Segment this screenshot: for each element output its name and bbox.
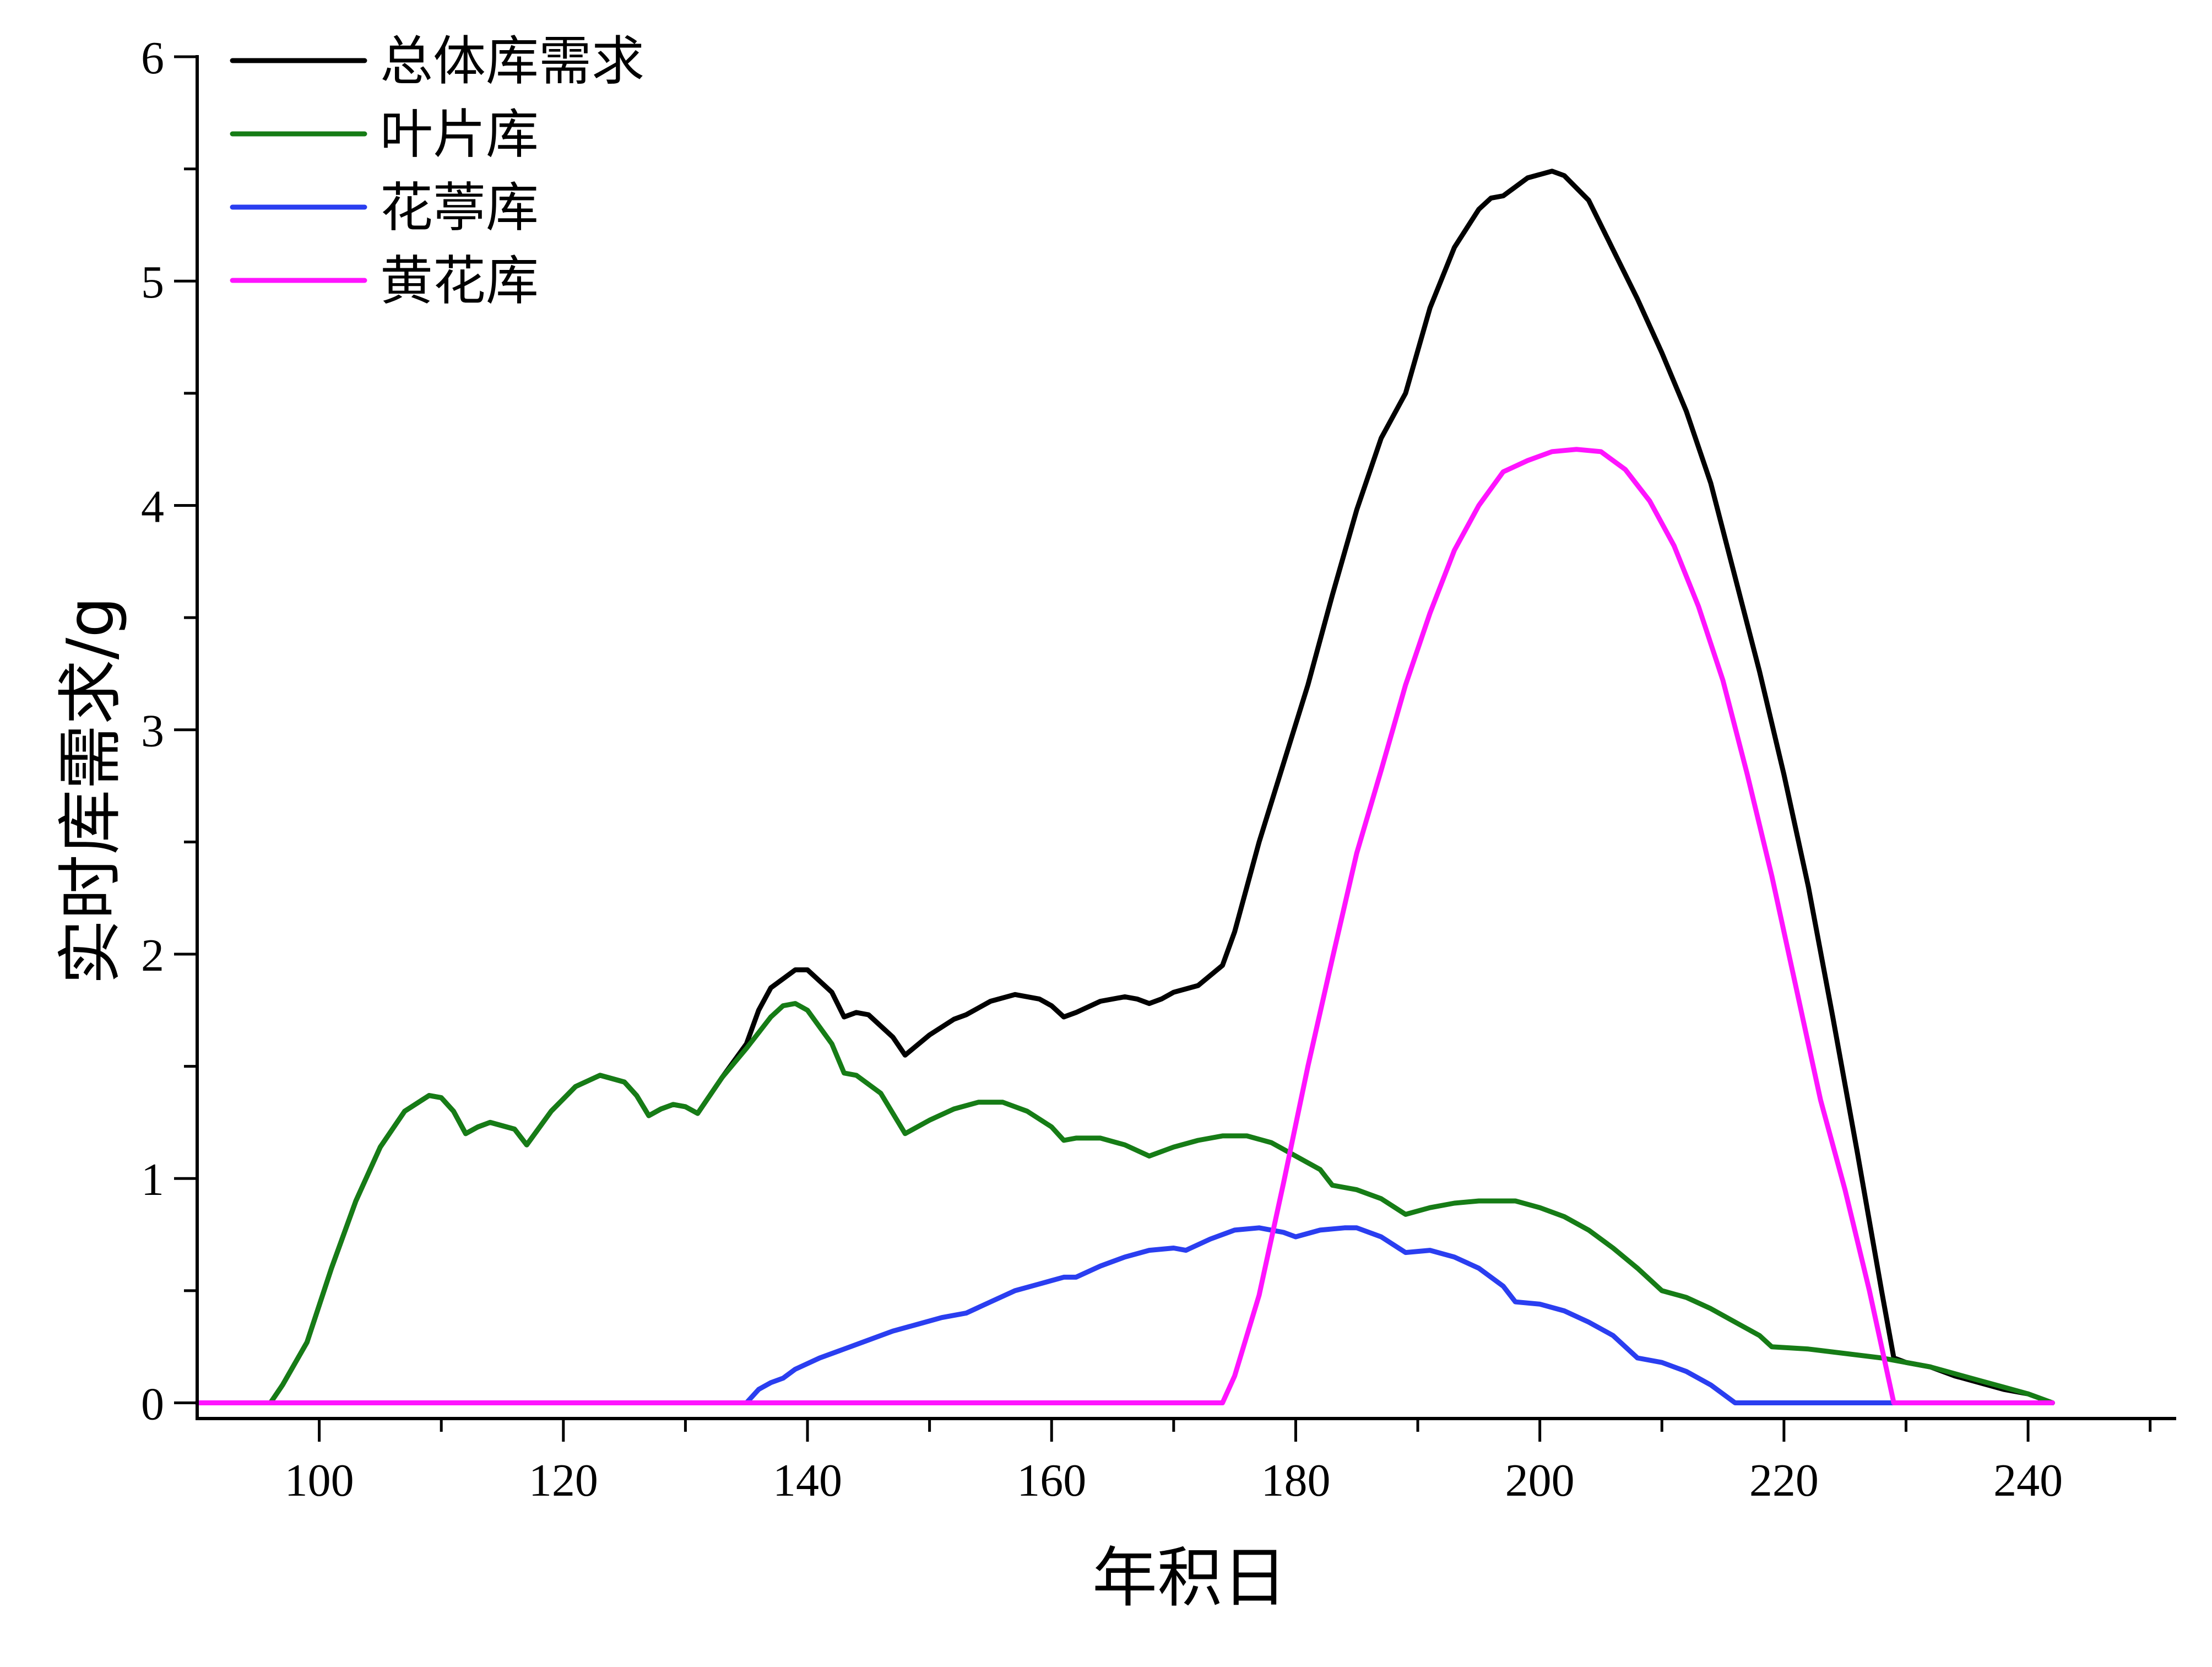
y-tick-label: 1 [141, 1154, 164, 1205]
x-tick-label: 240 [1993, 1455, 2063, 1506]
legend-label-1: 叶片库 [380, 104, 539, 165]
legend-label-2: 花葶库 [380, 177, 539, 239]
series-line-3 [194, 447, 2055, 1405]
x-tick-label: 220 [1749, 1455, 1819, 1506]
legend-label-0: 总体库需求 [380, 30, 644, 92]
series-line-1 [194, 1001, 2055, 1405]
x-tick-label: 180 [1261, 1455, 1330, 1506]
x-tick-label: 100 [285, 1455, 354, 1506]
y-tick-label: 0 [141, 1378, 164, 1430]
legend-label-3: 黄花库 [380, 250, 539, 312]
x-tick-label: 160 [1017, 1455, 1086, 1506]
y-tick-label: 6 [141, 33, 164, 84]
y-tick-label: 4 [141, 481, 164, 532]
x-tick-label: 200 [1505, 1455, 1575, 1506]
y-axis-title: 实时库需求/g [52, 597, 128, 985]
x-tick-label: 140 [773, 1455, 842, 1506]
series-line-0 [194, 169, 2055, 1405]
y-tick-label: 5 [141, 257, 164, 308]
y-tick-label: 2 [141, 930, 164, 981]
series-layer [194, 169, 2055, 1405]
y-tick-label: 3 [141, 706, 164, 757]
series-line-2 [194, 1225, 1896, 1405]
x-axis-title: 年积日 [1092, 1540, 1287, 1616]
x-tick-label: 120 [529, 1455, 598, 1506]
axes: 100 120 140 160 180 200 220 240 0 1 2 3 4 5 6 [141, 33, 2176, 1506]
